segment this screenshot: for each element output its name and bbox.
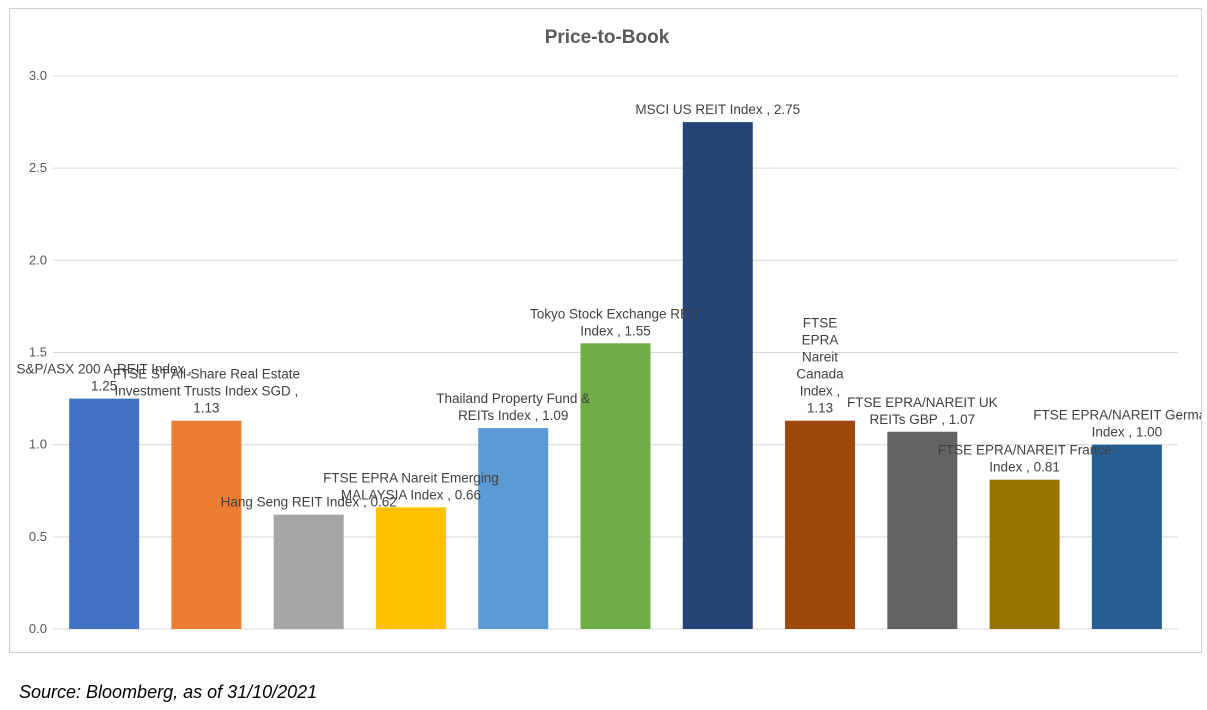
price-to-book-chart: Price-to-Book 0.0 0.5 1.0 1.5 2.0 2.5 3.0 S&P/… bbox=[16, 27, 1201, 636]
bar bbox=[478, 428, 549, 629]
y-tick-label: 1.5 bbox=[29, 345, 47, 360]
bar bbox=[171, 420, 242, 629]
data-label: FTSE EPRA/NAREIT UK REITs GBP , 1.07 bbox=[847, 395, 998, 427]
y-tick-label: 0.5 bbox=[29, 529, 47, 544]
data-label: FTSE EPRA Nareit Canada Index , 1.13 bbox=[796, 316, 844, 416]
data-label: Tokyo Stock Exchange REIT Index , 1.55 bbox=[530, 306, 701, 338]
y-tick-label: 0.0 bbox=[29, 621, 47, 636]
data-label: FTSE EPRA/NAREIT France Index , 0.81 bbox=[938, 443, 1112, 475]
data-label: FTSE EPRA/NAREIT GermanyIndex , 1.00 bbox=[1033, 408, 1201, 440]
bar bbox=[375, 507, 446, 629]
y-tick-label: 3.0 bbox=[29, 68, 47, 83]
bar bbox=[785, 420, 856, 629]
data-label: Thailand Property Fund & REITs Index , 1.… bbox=[436, 391, 590, 423]
bar bbox=[989, 479, 1060, 629]
chart-title: Price-to-Book bbox=[545, 27, 670, 48]
bars bbox=[69, 122, 1162, 629]
source-note: Source: Bloomberg, as of 31/10/2021 bbox=[19, 682, 318, 702]
y-tick-label: 1.0 bbox=[29, 437, 47, 452]
bar bbox=[682, 122, 753, 629]
y-tick-label: 2.0 bbox=[29, 252, 47, 267]
y-tick-label: 2.5 bbox=[29, 160, 47, 175]
chart-frame: Price-to-Book 0.0 0.5 1.0 1.5 2.0 2.5 3.0 S&P/… bbox=[9, 8, 1202, 653]
data-label: FTSE ST All-Share Real Estate Investment … bbox=[113, 367, 300, 416]
data-label: Hang Seng REIT Index , 0.62 bbox=[221, 495, 397, 510]
data-label: FTSE EPRA Nareit Emerging MALAYSIA Index … bbox=[323, 470, 499, 502]
y-axis-ticks: 0.0 0.5 1.0 1.5 2.0 2.5 3.0 bbox=[29, 68, 47, 636]
bar bbox=[580, 343, 651, 629]
bar bbox=[69, 398, 140, 629]
data-label: MSCI US REIT Index , 2.75 bbox=[635, 102, 800, 117]
data-label: S&P/ASX 200 A-REIT Index , 1.25 bbox=[16, 362, 191, 394]
bar bbox=[1091, 444, 1162, 629]
bar bbox=[887, 431, 958, 629]
bar bbox=[273, 514, 344, 629]
